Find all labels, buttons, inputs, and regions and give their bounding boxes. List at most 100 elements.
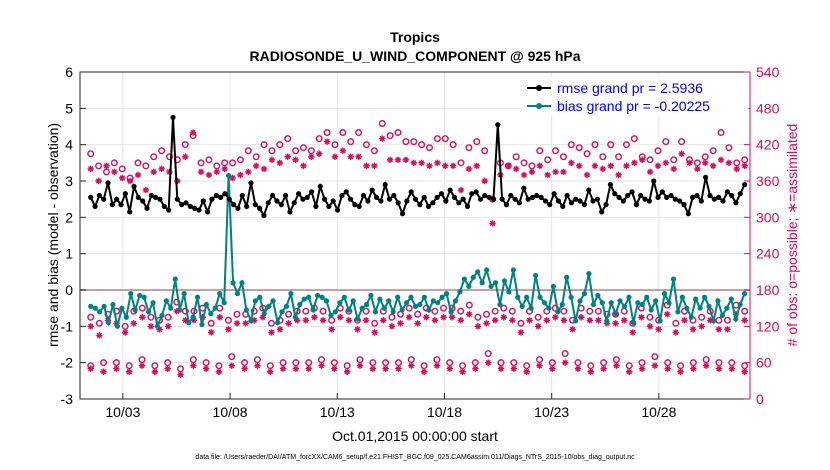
rmse-point [92, 203, 98, 210]
bias-point [421, 294, 427, 300]
possible-obs-marker [484, 350, 492, 358]
rmse-point [404, 198, 410, 204]
possible-obs-marker [646, 156, 654, 164]
possible-obs-marker [279, 359, 287, 367]
rmse-point [187, 203, 193, 210]
bias-point [168, 305, 174, 311]
bias-point [390, 309, 396, 315]
possible-obs-marker [339, 129, 347, 137]
bias-point [661, 291, 668, 297]
assimilated-obs-marker [292, 156, 299, 164]
rmse-point [603, 202, 609, 208]
bias-point [137, 292, 143, 299]
rmse-point [231, 202, 237, 208]
assimilated-obs-marker [681, 317, 688, 324]
rmse-point [135, 194, 141, 200]
rmse-point [473, 189, 479, 195]
assimilated-obs-marker [402, 156, 410, 164]
assimilated-obs-marker [523, 368, 530, 375]
rmse-point [378, 198, 384, 204]
bias-point [408, 294, 414, 300]
assimilated-obs-marker [213, 168, 220, 176]
bias-point [399, 307, 405, 313]
assimilated-obs-marker [543, 317, 550, 324]
assimilated-obs-marker [509, 317, 516, 324]
rmse-point [213, 192, 219, 199]
rmse-point [521, 185, 527, 191]
assimilated-obs-marker [575, 162, 583, 170]
assimilated-obs-marker [347, 153, 354, 160]
assimilated-obs-marker [156, 326, 163, 333]
bias-point [479, 280, 485, 286]
bias-point [208, 311, 214, 317]
legend: rmse grand pr = 2.5936 bias grand pr = -… [520, 76, 749, 116]
assimilated-obs-marker [655, 326, 662, 333]
possible-obs-marker [181, 141, 189, 149]
rmse-point [711, 196, 717, 202]
rmse-point [209, 196, 215, 202]
possible-obs-marker [164, 359, 172, 367]
possible-obs-marker [725, 144, 733, 152]
rmse-point [343, 189, 349, 195]
possible-obs-marker [252, 153, 260, 161]
bias-point [457, 289, 463, 295]
bias-point [430, 298, 436, 304]
bias-point [599, 300, 605, 306]
assimilated-obs-marker [410, 159, 417, 167]
rmse-point [616, 194, 622, 200]
bias-point [724, 305, 730, 311]
assimilated-obs-marker [639, 156, 646, 164]
possible-obs-marker [355, 129, 363, 137]
possible-obs-marker [292, 147, 300, 155]
bias-point [484, 267, 490, 273]
possible-obs-marker [330, 359, 338, 367]
y-tick-label: 6 [65, 64, 73, 80]
assimilated-obs-marker [732, 311, 740, 318]
assimilated-obs-marker [337, 314, 344, 321]
rmse-point [395, 200, 401, 206]
bias-point [688, 314, 694, 320]
bias-point [546, 305, 552, 311]
possible-obs-marker [689, 359, 697, 367]
assimilated-obs-marker [323, 138, 331, 145]
rmse-point [179, 202, 185, 208]
rmse-point [360, 192, 367, 199]
possible-obs-marker [118, 165, 126, 173]
possible-obs-marker [520, 159, 528, 167]
assimilated-obs-marker [466, 311, 473, 318]
assimilated-obs-marker [528, 168, 536, 176]
rmse-point [594, 196, 600, 202]
rmse-point [261, 212, 267, 219]
assimilated-obs-marker [534, 323, 542, 330]
rmse-point [88, 194, 94, 200]
assimilated-obs-marker [292, 365, 300, 372]
rmse-point [196, 207, 202, 213]
assimilated-obs-marker [276, 159, 284, 167]
x-tick-label: 10/03 [105, 404, 140, 420]
bias-point [452, 298, 459, 304]
bias-point [648, 307, 654, 313]
bias-point [630, 320, 637, 326]
possible-obs-marker [534, 313, 542, 321]
assimilated-obs-marker [702, 362, 710, 369]
possible-obs-marker [574, 359, 582, 367]
possible-obs-marker [266, 362, 274, 370]
bias-point [328, 312, 334, 319]
rmse-point [287, 209, 293, 215]
possible-obs-marker [433, 135, 441, 143]
bias-point [417, 301, 423, 308]
legend-bias-marker [536, 103, 542, 109]
assimilated-obs-marker [552, 314, 559, 321]
assimilated-obs-marker [328, 326, 335, 333]
assimilated-obs-marker [615, 171, 622, 179]
bias-point [657, 318, 663, 324]
possible-obs-marker [517, 319, 525, 327]
possible-obs-marker [575, 144, 583, 152]
y-right-tick-label: 180 [756, 282, 780, 298]
possible-obs-marker [362, 307, 370, 315]
rmse-point [495, 122, 501, 128]
rmse-point [166, 207, 172, 213]
rmse-point [659, 189, 665, 195]
possible-obs-marker [481, 147, 489, 155]
assimilated-obs-marker [276, 326, 284, 333]
